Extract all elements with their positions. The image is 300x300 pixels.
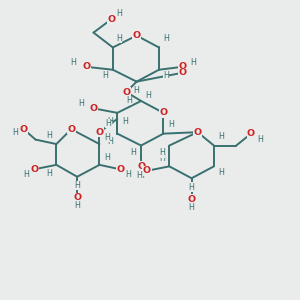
Text: O: O — [89, 104, 98, 113]
Text: O: O — [178, 62, 187, 71]
Text: O: O — [194, 128, 202, 137]
Text: H: H — [70, 58, 76, 68]
Text: H: H — [138, 171, 144, 180]
Text: O: O — [20, 125, 28, 134]
Text: O: O — [30, 165, 38, 174]
Text: H: H — [79, 99, 85, 108]
Text: H: H — [126, 170, 131, 179]
Text: H: H — [134, 86, 140, 95]
Text: H: H — [46, 169, 52, 178]
Text: H: H — [122, 117, 128, 126]
Text: O: O — [82, 62, 90, 71]
Text: H: H — [168, 120, 174, 129]
Text: O: O — [95, 128, 104, 137]
Text: O: O — [107, 15, 116, 24]
Text: H: H — [106, 119, 111, 128]
Text: H: H — [159, 148, 165, 158]
Text: H: H — [164, 34, 169, 43]
Text: H: H — [189, 202, 194, 211]
Text: H: H — [159, 154, 165, 164]
Text: H: H — [131, 148, 137, 158]
Text: H: H — [164, 71, 169, 80]
Text: H: H — [74, 181, 80, 190]
Text: H: H — [218, 168, 224, 177]
Text: O: O — [133, 31, 141, 40]
Text: H: H — [104, 153, 110, 162]
Text: H: H — [107, 136, 113, 146]
Text: O: O — [116, 165, 124, 174]
Text: O: O — [67, 125, 75, 134]
Text: H: H — [137, 171, 142, 180]
Text: O: O — [143, 166, 151, 175]
Text: H: H — [13, 128, 19, 137]
Text: H: H — [103, 71, 108, 80]
Text: H: H — [146, 91, 152, 100]
Text: H: H — [104, 133, 110, 142]
Text: O: O — [73, 193, 81, 202]
Text: H: H — [190, 58, 196, 67]
Text: H: H — [218, 132, 224, 141]
Text: H: H — [116, 9, 122, 18]
Text: H: H — [257, 135, 263, 144]
Text: H: H — [74, 201, 80, 210]
Text: O: O — [178, 68, 187, 77]
Text: O: O — [137, 162, 145, 171]
Text: H: H — [107, 117, 113, 126]
Text: O: O — [188, 194, 196, 203]
Text: H: H — [46, 131, 52, 140]
Text: O: O — [159, 108, 167, 117]
Text: O: O — [122, 88, 130, 97]
Text: O: O — [247, 129, 255, 138]
Text: H: H — [126, 96, 132, 105]
Text: H: H — [23, 170, 29, 179]
Text: H: H — [189, 183, 194, 192]
Text: H: H — [116, 34, 122, 43]
